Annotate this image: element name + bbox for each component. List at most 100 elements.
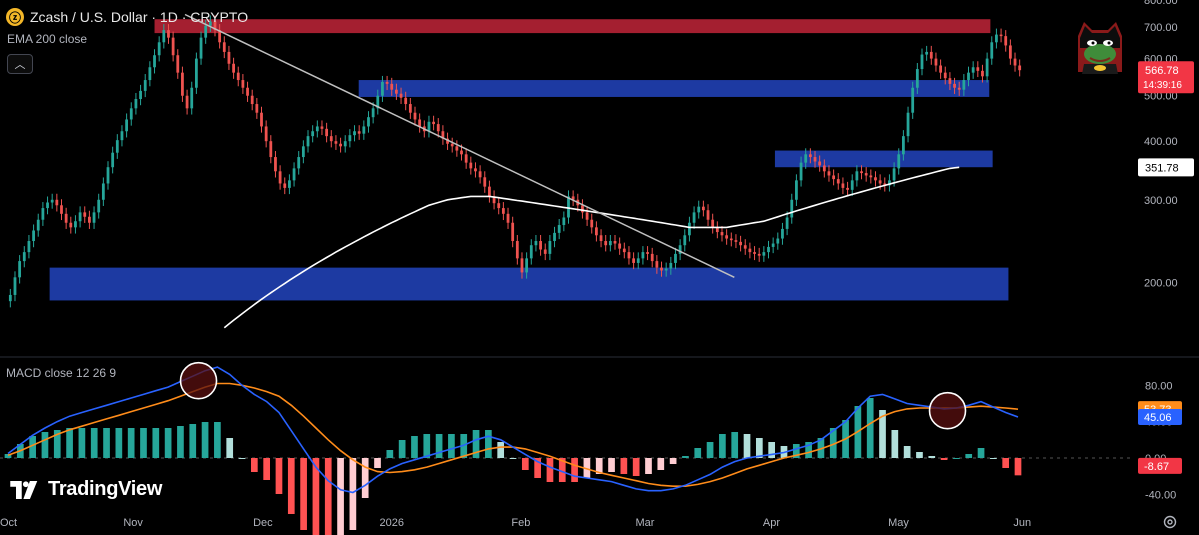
candle-body: [534, 241, 538, 246]
candle-body: [520, 258, 524, 273]
candle-body: [641, 252, 645, 259]
macd-histogram-bar: [103, 428, 110, 458]
candle-body: [362, 126, 366, 134]
candle-body: [381, 81, 384, 96]
macd-histogram-bar: [916, 452, 923, 458]
candle-body: [106, 167, 110, 184]
macd-histogram-bar: [743, 434, 751, 458]
candle-body: [446, 138, 449, 144]
macd-value: 45.06: [1144, 412, 1172, 424]
macd-histogram-bar: [472, 430, 480, 458]
macd-histogram-bar: [201, 422, 209, 458]
candle-body: [678, 245, 682, 254]
macd-histogram-bar: [164, 428, 172, 458]
candle-body: [157, 42, 161, 56]
symbol-title[interactable]: Zcash / U.S. Dollar · 1D · CRYPTO: [30, 9, 249, 25]
candle-body: [669, 262, 673, 269]
candle-body: [264, 126, 268, 142]
candle-body: [818, 161, 822, 166]
candle-body: [948, 78, 952, 84]
macd-histogram-bar: [324, 458, 332, 535]
candle-body: [353, 131, 356, 136]
macd-histogram-bar: [903, 446, 911, 458]
candle-body: [450, 143, 454, 147]
symbol-header[interactable]: ⓩ Zcash / U.S. Dollar · 1D · CRYPTO: [6, 6, 248, 28]
candle-body: [469, 162, 473, 169]
candle-body: [525, 258, 529, 273]
macd-histogram-bar: [1002, 458, 1010, 468]
macd-histogram-bar: [448, 434, 455, 458]
candle-body: [511, 222, 515, 242]
price-axis-tick-1: 700.00: [1144, 22, 1178, 34]
candle-body: [339, 143, 342, 147]
macd-histogram-bar: [1014, 458, 1022, 476]
candle-body: [478, 171, 482, 178]
candle-body: [148, 67, 152, 81]
candle-body: [250, 95, 254, 105]
macd-histogram-bar: [497, 442, 505, 458]
candle-body: [822, 165, 826, 172]
macd-histogram-bar: [485, 430, 492, 458]
candle-body: [548, 241, 552, 254]
candle-body: [143, 80, 147, 91]
candle-body: [185, 95, 189, 109]
macd-indicator-label[interactable]: MACD close 12 26 9: [6, 366, 117, 380]
macd-histogram-bar: [768, 442, 776, 458]
candle-body: [399, 93, 403, 98]
candle-body: [139, 90, 142, 100]
candle-body: [646, 252, 649, 254]
candle-body: [436, 124, 440, 132]
candle-body: [827, 171, 831, 176]
candle-body: [367, 117, 370, 127]
ema-indicator-label[interactable]: EMA 200 close: [7, 32, 88, 46]
macd-histogram-bar: [571, 458, 578, 482]
candle-body: [50, 199, 54, 203]
candle-body: [376, 95, 380, 109]
macd-histogram-bar: [953, 458, 960, 459]
candle-body: [311, 131, 315, 137]
candle-body: [241, 80, 245, 88]
candle-body: [953, 83, 956, 88]
macd-histogram-bar: [940, 458, 948, 460]
candle-body: [408, 104, 412, 113]
candle-body: [781, 228, 784, 239]
candle-body: [69, 222, 73, 228]
candle-body: [134, 99, 138, 109]
candle-body: [618, 243, 622, 249]
pepe-batman-avatar-icon: [1072, 16, 1128, 78]
macd-histogram-bar: [595, 458, 603, 474]
price-axis-tick-3: 500.00: [1144, 91, 1178, 103]
candle-body: [715, 227, 719, 233]
candle-body: [929, 51, 933, 59]
candle-body: [204, 25, 208, 38]
candle-body: [78, 212, 82, 222]
candle-body: [483, 177, 487, 187]
macd-histogram-bar: [152, 428, 160, 458]
candle-body: [1013, 58, 1017, 66]
macd-histogram-bar: [829, 428, 837, 458]
candle-body: [850, 180, 854, 190]
gear-icon[interactable]: [1162, 514, 1178, 530]
candle-body: [101, 183, 105, 200]
candle-body: [985, 58, 989, 77]
macd-histogram-bar: [29, 436, 36, 458]
candle-body: [943, 72, 947, 79]
candle-body: [83, 212, 87, 217]
candle-body: [906, 112, 910, 137]
macd-histogram-bar: [706, 442, 714, 458]
zone-support-2: [774, 150, 993, 168]
candle-body: [813, 157, 817, 162]
time-axis-tick-4: Feb: [511, 517, 530, 529]
macd-histogram-bar: [90, 428, 98, 458]
macd-histogram-bar: [731, 432, 739, 458]
macd-histogram-bar: [435, 434, 443, 458]
candle-body: [892, 168, 896, 181]
crossover-highlight-1: [928, 391, 967, 430]
tradingview-logo: TradingView: [10, 478, 162, 501]
candle-body: [999, 34, 1003, 37]
candle-body: [236, 72, 240, 81]
chevron-up-icon[interactable]: ︿: [7, 54, 33, 74]
macd-tag: [1138, 409, 1182, 426]
